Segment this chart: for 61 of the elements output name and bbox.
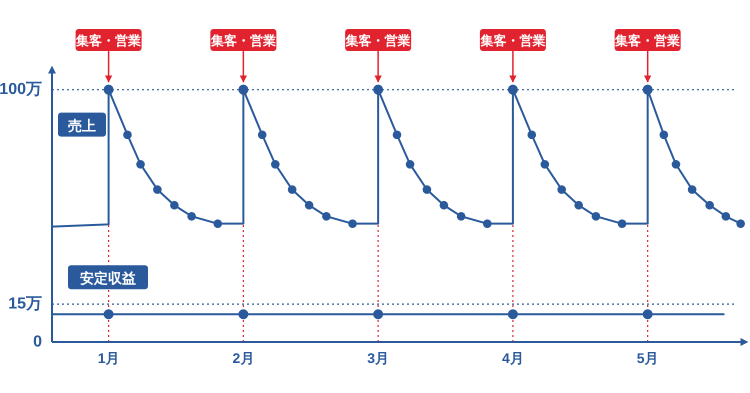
- x-tick-label: 2月: [232, 350, 254, 366]
- point: [238, 309, 248, 320]
- ref-line-label: 集客・営業: [614, 33, 680, 48]
- ref-line-label: 集客・営業: [479, 33, 546, 48]
- x-tick-label: 5月: [636, 350, 659, 366]
- point: [104, 84, 114, 95]
- x-tick-label: 3月: [367, 350, 390, 366]
- ref-label: 集客・営業: [76, 29, 142, 51]
- point: [288, 185, 296, 194]
- point: [322, 212, 331, 221]
- point: [440, 200, 448, 210]
- point: [348, 219, 357, 228]
- ref-line-label: 集客・営業: [210, 33, 276, 48]
- point: [238, 84, 248, 95]
- point: [258, 130, 267, 140]
- point: [482, 219, 492, 228]
- y-tick-label: 100万: [0, 81, 42, 98]
- point: [672, 160, 680, 169]
- point: [422, 185, 432, 194]
- point: [557, 185, 566, 194]
- point: [540, 160, 550, 169]
- series-label: 売上: [58, 112, 106, 137]
- y-tick-label: 0: [33, 334, 42, 350]
- point: [392, 130, 402, 140]
- point: [688, 185, 696, 194]
- point: [592, 212, 600, 221]
- point: [642, 309, 653, 320]
- point: [123, 130, 132, 140]
- point: [136, 160, 145, 169]
- ref-label: 集客・営業: [480, 29, 546, 51]
- point: [508, 309, 518, 320]
- x-tick-label: 1月: [98, 350, 120, 366]
- point: [373, 309, 384, 320]
- point: [508, 84, 518, 95]
- ref-label: 集客・営業: [210, 29, 276, 51]
- y-tick-label: 15万: [8, 296, 42, 313]
- ref-line-label: 集客・営業: [344, 33, 411, 48]
- point: [722, 212, 730, 221]
- point: [618, 219, 626, 228]
- ref-label: 集客・営業: [345, 29, 412, 51]
- x-tick-label: 4月: [502, 350, 524, 366]
- ref-label: 集客・営業: [614, 29, 681, 51]
- point: [574, 200, 583, 210]
- point: [213, 219, 222, 228]
- point: [304, 200, 314, 210]
- ref-line-label: 集客・営業: [75, 33, 142, 48]
- point: [406, 160, 414, 169]
- point: [456, 212, 466, 221]
- series-label: 安定収益: [80, 270, 136, 286]
- point: [187, 212, 196, 221]
- point: [527, 130, 536, 140]
- point: [642, 84, 653, 95]
- point: [271, 160, 280, 169]
- point: [660, 130, 668, 140]
- point: [170, 200, 179, 210]
- point: [104, 309, 114, 320]
- point: [705, 200, 714, 210]
- point: [736, 219, 745, 228]
- point: [373, 84, 384, 95]
- point: [153, 185, 162, 194]
- series-label: 売上: [68, 118, 96, 134]
